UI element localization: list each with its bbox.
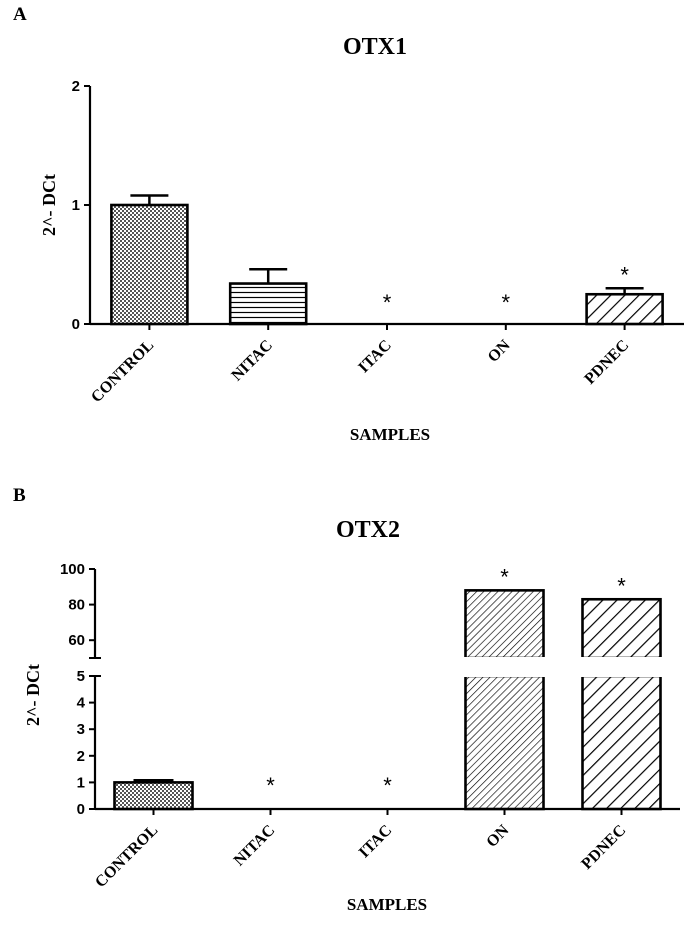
panel-b-letter: B <box>13 485 26 506</box>
bar-lower-4 <box>581 674 662 811</box>
category-label-4: PDNEC <box>578 822 629 873</box>
category-label-0: CONTROL <box>92 822 161 891</box>
significance-marker-2: * <box>383 773 392 798</box>
y-tick-label-1: 1 <box>72 197 80 214</box>
y-tick-label-upper-0: 60 <box>68 632 85 649</box>
category-label-2: ITAC <box>355 337 394 376</box>
significance-marker-2: * <box>383 290 392 315</box>
category-label-1: NITAC <box>228 337 276 385</box>
panel-b-xlabel: SAMPLES <box>347 895 427 914</box>
significance-marker-3: * <box>502 290 511 315</box>
y-tick-label-2: 2 <box>72 78 80 95</box>
category-label-0: CONTROL <box>88 337 157 406</box>
y-tick-label-lower-3: 3 <box>77 721 85 738</box>
bar-0 <box>113 781 194 811</box>
category-label-2: ITAC <box>356 822 395 861</box>
panel-a-letter: A <box>13 4 27 25</box>
significance-marker-1: * <box>266 773 275 798</box>
category-label-3: ON <box>485 336 514 365</box>
category-label-3: ON <box>483 821 512 850</box>
chart-a: 0 1 2 CONTROL NITAC ITAC * ON * PDNEC * <box>72 78 684 406</box>
panel-a-ylabel: 2^- DCt <box>39 174 59 236</box>
bar-break-gap-4 <box>580 657 663 677</box>
bar-0 <box>110 203 189 326</box>
significance-marker-4: * <box>617 573 626 598</box>
y-tick-label-lower-1: 1 <box>77 774 85 791</box>
panel-b-title: OTX2 <box>336 517 400 543</box>
y-tick-label-lower-5: 5 <box>77 668 85 685</box>
y-tick-label-lower-2: 2 <box>77 748 85 765</box>
panel-a-xlabel: SAMPLES <box>350 425 430 444</box>
significance-marker-4: * <box>620 262 629 287</box>
y-tick-label-lower-4: 4 <box>77 695 86 712</box>
panel-a-title: OTX1 <box>343 34 407 60</box>
chart-b: 0 1 2 3 4 5 60 80 100 CONTROL NITAC * ITAC * ON * PDNEC * <box>60 561 680 891</box>
y-tick-label-upper-2: 100 <box>60 561 85 578</box>
bar-upper-4 <box>581 597 662 660</box>
y-tick-label-0: 0 <box>72 316 80 333</box>
category-label-4: PDNEC <box>581 337 632 388</box>
category-label-1: NITAC <box>231 822 279 870</box>
y-tick-label-lower-0: 0 <box>77 801 85 818</box>
bar-4 <box>585 292 664 326</box>
y-tick-label-upper-1: 80 <box>68 597 85 614</box>
bar-upper-3 <box>464 589 545 660</box>
bar-break-gap-3 <box>463 657 546 677</box>
bar-lower-3 <box>464 674 545 811</box>
bar-1 <box>228 282 308 326</box>
panel-b-ylabel: 2^- DCt <box>23 664 43 726</box>
significance-marker-3: * <box>500 564 509 589</box>
